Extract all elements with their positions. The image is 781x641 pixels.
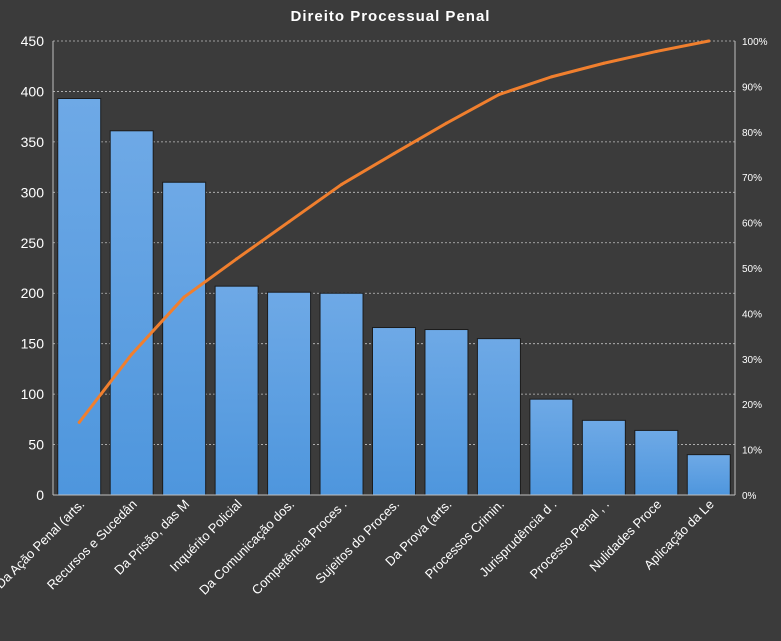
y2-tick-label: 90% bbox=[742, 82, 762, 93]
cumulative-point bbox=[707, 39, 711, 43]
bar bbox=[214, 285, 259, 496]
y2-tick-label: 30% bbox=[742, 355, 762, 366]
y-tick-label: 200 bbox=[21, 285, 45, 301]
cumulative-point bbox=[77, 420, 81, 424]
x-tick-label: Da Comunicação dos. bbox=[196, 497, 297, 598]
bar bbox=[476, 338, 521, 496]
bar bbox=[267, 291, 312, 496]
x-tick-label: Recursos e Sucedân bbox=[44, 497, 140, 593]
cumulative-point bbox=[287, 220, 291, 224]
y2-tick-label: 50% bbox=[742, 264, 762, 275]
cumulative-point bbox=[444, 121, 448, 125]
cumulative-point bbox=[497, 93, 501, 97]
y-tick-label: 350 bbox=[21, 134, 45, 150]
y-tick-label: 300 bbox=[21, 184, 45, 200]
chart-title: Direito Processual Penal bbox=[290, 8, 491, 25]
cumulative-point bbox=[235, 257, 239, 261]
y2-tick-label: 80% bbox=[742, 128, 762, 139]
cumulative-point bbox=[392, 152, 396, 156]
bar bbox=[634, 429, 679, 496]
y-tick-label: 100 bbox=[21, 386, 45, 402]
bar bbox=[529, 398, 574, 496]
bar bbox=[109, 130, 154, 496]
y-tick-label: 0 bbox=[36, 487, 44, 503]
y-tick-label: 250 bbox=[21, 235, 45, 251]
cumulative-point bbox=[182, 295, 186, 299]
x-tick-label: Da Ação Penal (arts. bbox=[0, 497, 87, 592]
y2-tick-label: 60% bbox=[742, 219, 762, 230]
cumulative-point bbox=[602, 61, 606, 65]
x-tick-label: Competência Proces . bbox=[249, 497, 350, 598]
cumulative-point bbox=[130, 352, 134, 356]
y2-tick-label: 0% bbox=[742, 491, 757, 502]
cumulative-point bbox=[340, 182, 344, 186]
y2-tick-label: 40% bbox=[742, 309, 762, 320]
y2-tick-label: 70% bbox=[742, 173, 762, 184]
bar bbox=[424, 329, 469, 496]
bar bbox=[581, 419, 626, 496]
bar bbox=[686, 454, 731, 496]
y-tick-label: 50 bbox=[28, 437, 44, 453]
y2-tick-label: 100% bbox=[742, 37, 768, 48]
bar bbox=[57, 98, 102, 496]
bar bbox=[162, 181, 207, 496]
y-tick-label: 450 bbox=[21, 33, 45, 49]
y-tick-label: 400 bbox=[21, 83, 45, 99]
bar bbox=[372, 327, 416, 496]
y-tick-label: 150 bbox=[21, 336, 45, 352]
cumulative-point bbox=[654, 49, 658, 53]
y2-tick-label: 20% bbox=[742, 400, 762, 411]
cumulative-point bbox=[549, 75, 553, 79]
y2-tick-label: 10% bbox=[742, 446, 762, 457]
bar bbox=[319, 292, 364, 496]
